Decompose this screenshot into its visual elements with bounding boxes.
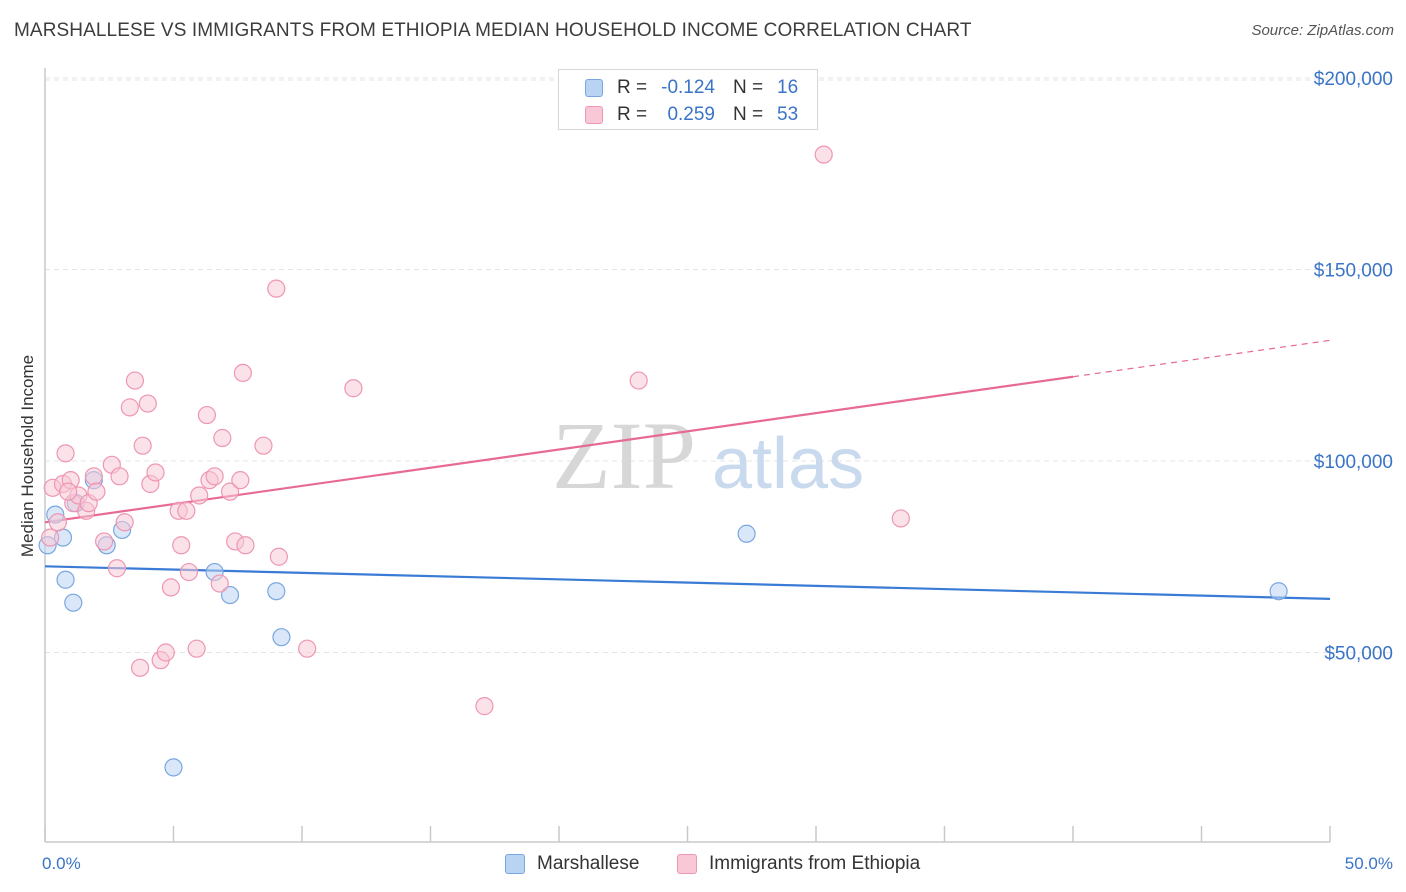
ethiopia-swatch — [585, 106, 603, 124]
ethiopia-point — [107, 559, 127, 578]
ethiopia-point — [48, 513, 67, 532]
marshallese-point — [56, 570, 75, 589]
watermark-zip: ZIP — [552, 402, 696, 509]
data-points — [38, 145, 1288, 777]
n-label: N = — [733, 77, 764, 98]
ethiopia-point — [120, 398, 139, 417]
marshallese-point — [737, 524, 756, 543]
ethiopia-point — [891, 509, 910, 528]
chart-title: MARSHALLESE VS IMMIGRANTS FROM ETHIOPIA … — [14, 20, 972, 41]
ethiopia-point — [213, 428, 232, 448]
ethiopia-point — [298, 639, 317, 658]
r-value: 0.259 — [667, 104, 715, 125]
r-label: R = — [617, 104, 648, 125]
marshallese-trend-line — [44, 565, 1331, 600]
ethiopia-point — [344, 379, 363, 398]
ethiopia-point — [220, 482, 240, 501]
ethiopia-point — [179, 562, 199, 582]
ethiopia-point — [475, 697, 494, 716]
ethiopia-point — [187, 639, 206, 658]
ethiopia-point — [133, 436, 152, 455]
marshallese-point — [64, 593, 83, 612]
r-value: -0.124 — [661, 77, 715, 98]
ethiopia-point — [814, 145, 833, 164]
ethiopia-trend-line — [44, 375, 1074, 524]
ethiopia-point — [197, 405, 217, 425]
y-tick-label: $50,000 — [1324, 644, 1393, 665]
legend-label: Marshallese — [537, 853, 640, 874]
legend: Marshallese Immigrants from Ethiopia — [0, 852, 1406, 878]
marshallese-point — [164, 758, 183, 777]
trend-lines — [44, 339, 1331, 600]
legend-label: Immigrants from Ethiopia — [709, 853, 921, 874]
ethiopia-point — [84, 467, 103, 486]
ethiopia-point — [629, 371, 648, 390]
y-tick-label: $150,000 — [1314, 261, 1393, 282]
ethiopia-point — [172, 536, 191, 555]
x-tick-label: 50.0% — [1345, 854, 1393, 873]
ethiopia-point — [95, 532, 114, 551]
axes — [44, 68, 1331, 843]
ethiopia-point — [210, 574, 229, 593]
marshallese-point — [272, 628, 291, 647]
ethiopia-point — [156, 643, 175, 662]
ethiopia-point — [115, 513, 134, 532]
x-tick-label: 0.0% — [42, 854, 81, 873]
ethiopia-point — [269, 547, 288, 566]
ethiopia-point — [87, 482, 106, 501]
watermark: ZIP atlas — [552, 402, 864, 509]
marshallese-point — [220, 585, 240, 605]
r-label: R = — [617, 77, 648, 98]
ethiopia-point — [205, 467, 224, 486]
n-value: 53 — [777, 104, 799, 125]
n-label: N = — [733, 104, 764, 125]
ethiopia-point — [236, 536, 255, 555]
ethiopia-point — [161, 578, 181, 597]
ethiopia-point — [59, 482, 78, 501]
ethiopia-point — [231, 471, 250, 490]
ethiopia-point — [233, 363, 252, 383]
ethiopia-point — [254, 436, 273, 455]
watermark-atlas: atlas — [712, 424, 864, 504]
n-value: 16 — [777, 77, 799, 98]
ethiopia-point — [146, 463, 165, 482]
ethiopia-point — [41, 528, 60, 547]
ethiopia-point — [130, 658, 150, 677]
ethiopia-point — [267, 279, 286, 298]
ethiopia-point — [190, 486, 209, 505]
ethiopia-point — [125, 371, 145, 390]
marshallese-point — [1269, 582, 1288, 601]
ethiopia-trend-extension — [1072, 339, 1331, 378]
ethiopia-point — [56, 444, 75, 463]
ethiopia-point — [110, 467, 129, 486]
tick-labels: $50,000 $100,000 $150,000 $200,000 0.0% 50.0% — [42, 69, 1393, 873]
ethiopia-point — [138, 394, 157, 413]
marshallese-swatch — [505, 854, 525, 874]
ethiopia-point — [177, 501, 196, 520]
ethiopia-swatch — [677, 854, 697, 874]
marshallese-point — [267, 582, 286, 601]
y-tick-label: $100,000 — [1314, 452, 1393, 473]
source-label: Source: ZipAtlas.com — [1251, 22, 1394, 39]
marshallese-swatch — [585, 79, 603, 97]
y-tick-label: $200,000 — [1314, 69, 1393, 90]
correlation-stats-box: R = -0.124 N = 16 R = 0.259 N = 53 — [558, 69, 818, 130]
